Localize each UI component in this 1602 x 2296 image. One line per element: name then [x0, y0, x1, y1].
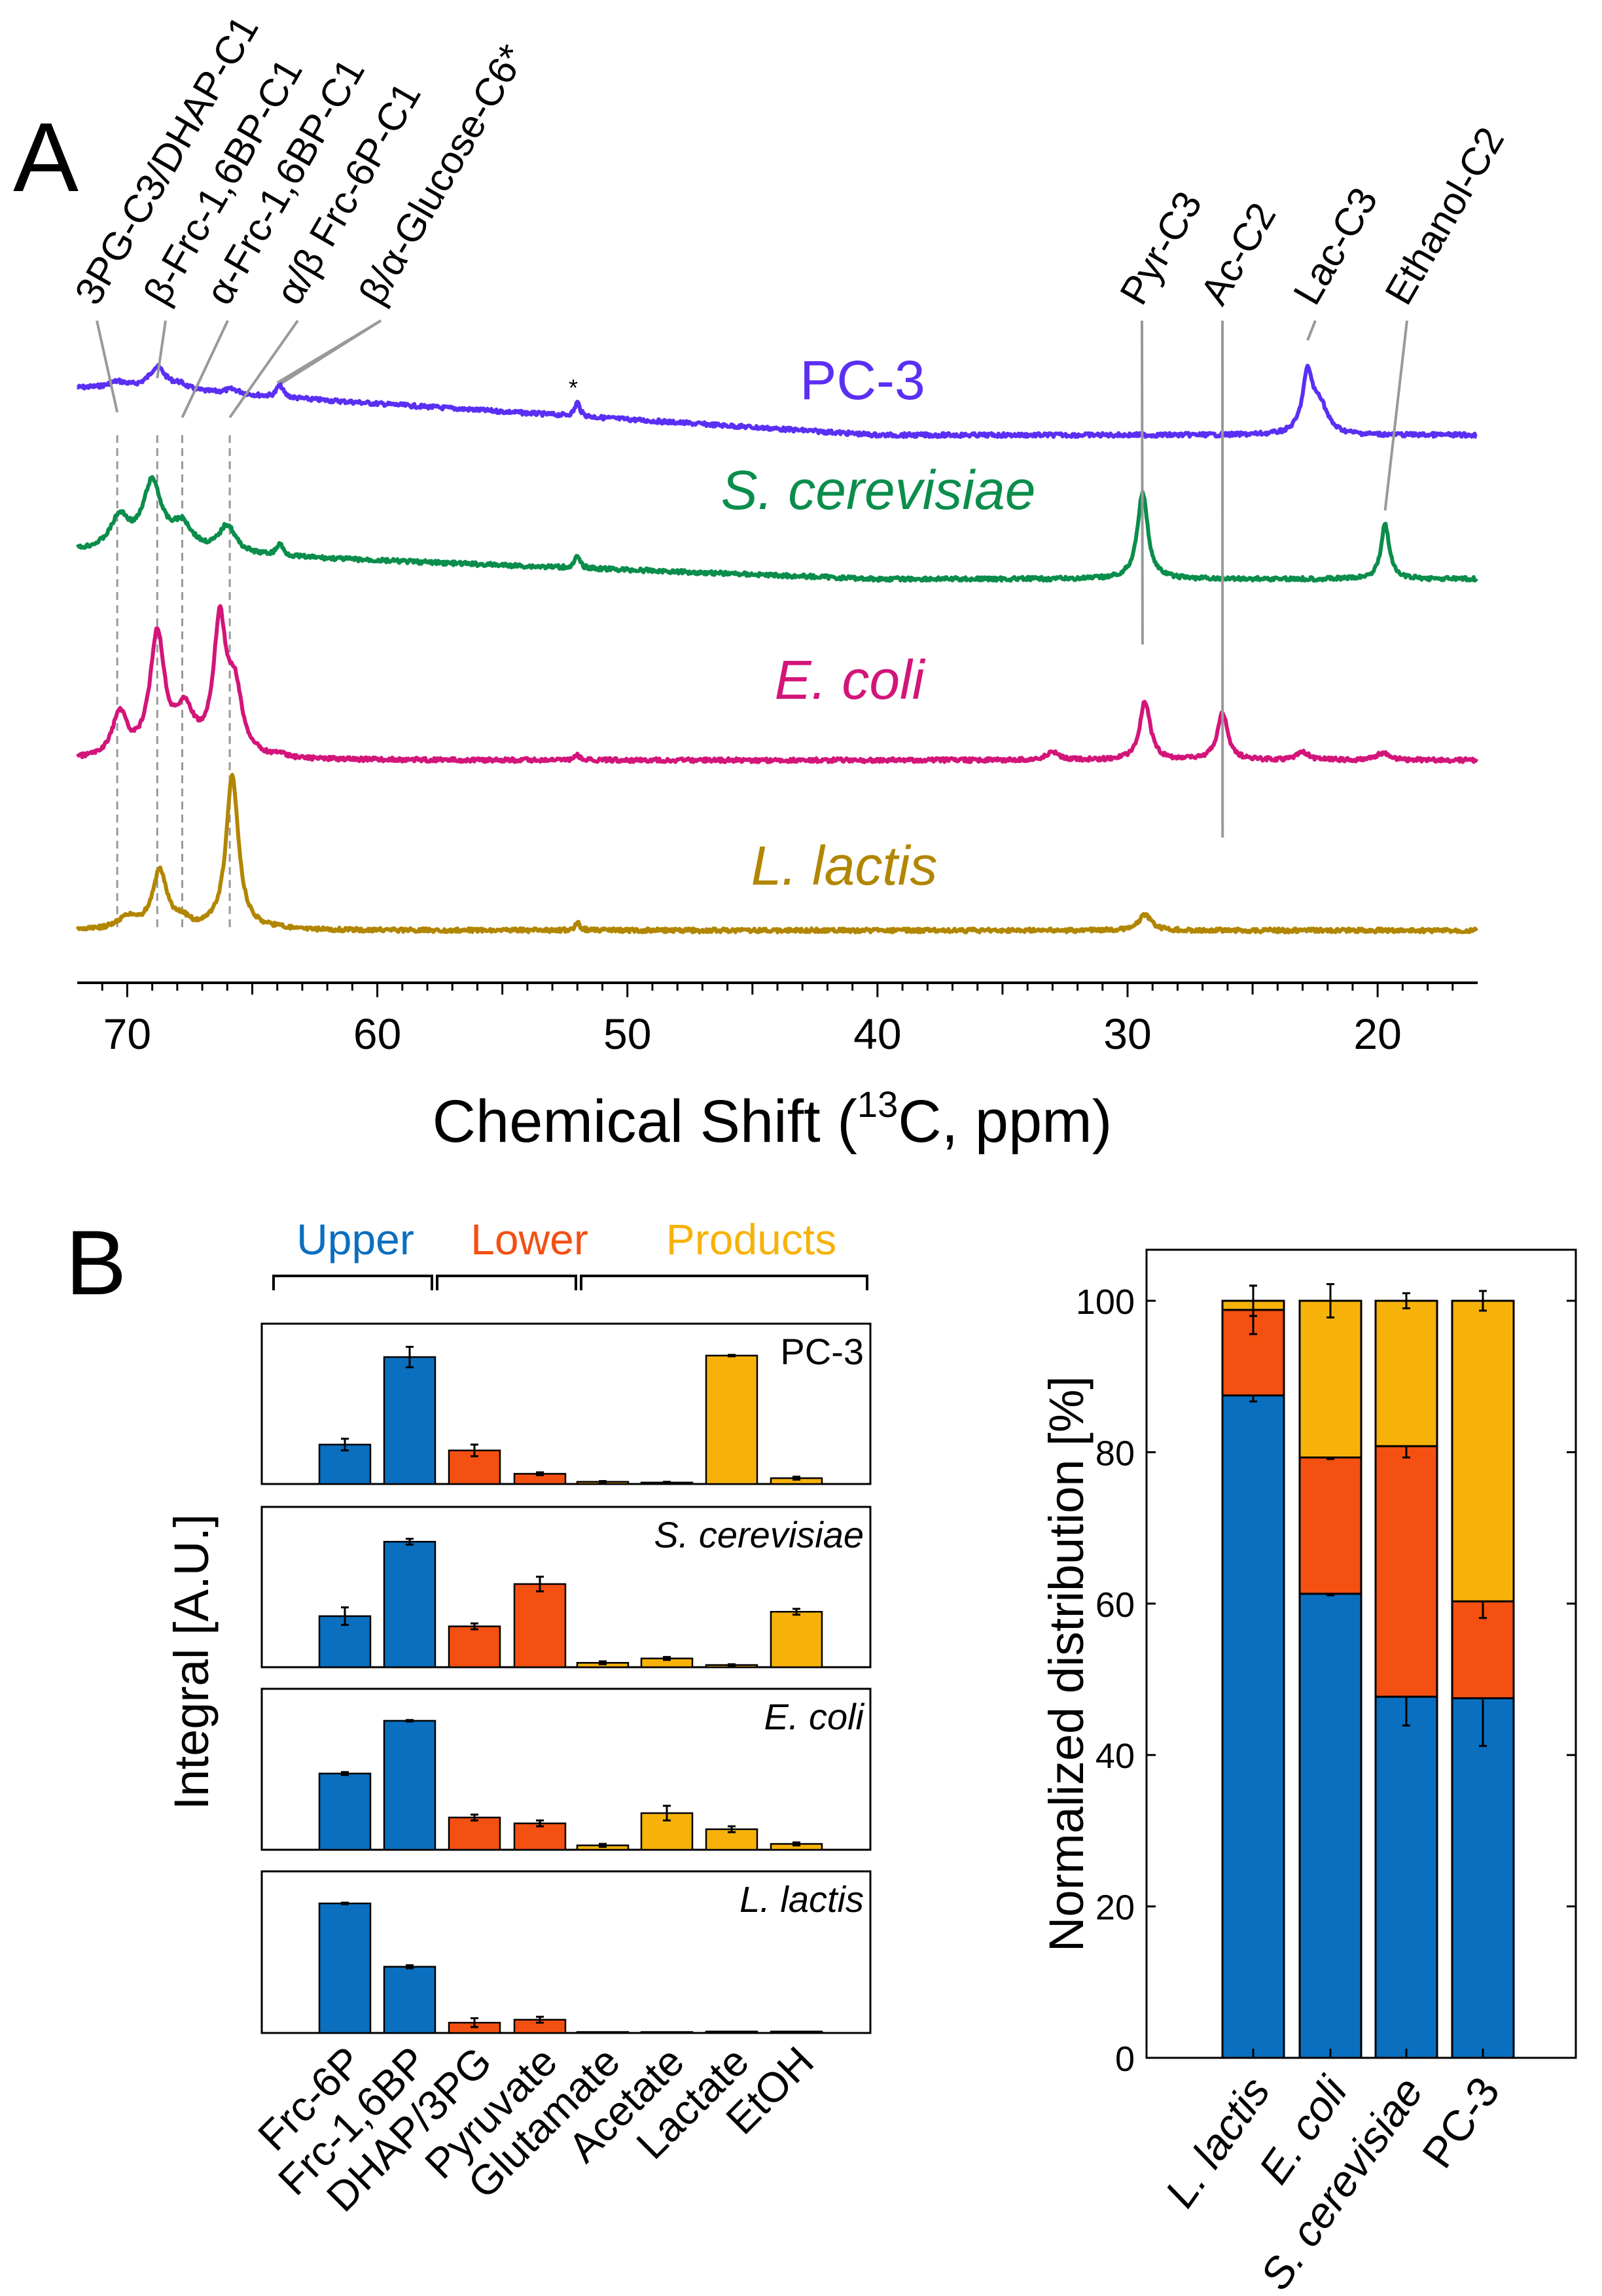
- organism-labels: PC-3 S. cerevisiae E. coli L. lactis: [721, 349, 1036, 896]
- organism-label-s-cerevisiae: S. cerevisiae: [721, 459, 1036, 521]
- organism-label-l-lactis: L. lactis: [751, 835, 938, 896]
- bar-pyruvate: [513, 1583, 567, 1669]
- y-tick-label: 0: [1115, 2040, 1135, 2079]
- bar-acetate: [640, 2031, 694, 2034]
- ppm-tick-label: 60: [353, 1010, 401, 1058]
- stacked-bar-e-coli-upper: [1298, 1593, 1362, 2059]
- bar-frc-1-6bp: [383, 1356, 436, 1485]
- spectrum-line-s-cerevisiae: [75, 475, 1478, 583]
- y-tick-label: 40: [1095, 1737, 1135, 1776]
- nmr-spectra: [75, 362, 1479, 934]
- panel-a-label: A: [13, 102, 79, 212]
- leader-line-frc-1-6bp-c1: [181, 320, 229, 418]
- bar-frc-1-6bp: [383, 1966, 436, 2034]
- ppm-axis-title: Chemical Shift (13C, ppm): [433, 1084, 1112, 1155]
- y-tick-label: 60: [1095, 1585, 1135, 1625]
- bar-pyruvate: [513, 1822, 567, 1851]
- asterisk-marker: *: [569, 374, 578, 401]
- bar-etoh: [770, 2030, 823, 2034]
- distribution-axis-title: Normalized distribution [%]: [1039, 1376, 1094, 1952]
- ppm-tick-label: 70: [103, 1010, 151, 1058]
- spectrum-line-e-coli: [76, 604, 1479, 764]
- metabolite-category-labels: Frc-6PFrc-1,6BPDHAP/3PGPyruvateGlutamate…: [249, 2038, 823, 2221]
- stacked-bar-l-lactis-upper: [1221, 1394, 1285, 2059]
- bar-dhap-3pg: [448, 1816, 501, 1851]
- integral-subpanels: PC-3 S. cerevisiae E. coli L. lactis: [260, 1322, 872, 2034]
- leader-line-glucose-second: [281, 319, 382, 384]
- leader-line-pyr-c3: [1141, 320, 1144, 645]
- peak-label-ethanol-c2: Ethanol-C2: [1376, 120, 1512, 311]
- category-label-pc-3: PC-3: [1413, 2068, 1509, 2177]
- leader-line-ethanol-c2: [1383, 320, 1408, 511]
- integral-subpanel-e-coli: E. coli: [260, 1687, 872, 1851]
- bar-frc-6p: [318, 1902, 372, 2034]
- integral-subpanel-pc-3: PC-3: [260, 1322, 872, 1485]
- panel-a-spectra: A 3PG-C3/DHAP-C1β-Frc-1,6BP-C1α-Frc-1,6B…: [13, 9, 1512, 1155]
- peak-leader-lines: [96, 319, 1408, 838]
- group-bracket-products: [580, 1275, 868, 1290]
- group-label-lower: Lower: [471, 1215, 588, 1263]
- bar-lactate: [705, 2030, 758, 2034]
- group-bracket-upper: [272, 1275, 433, 1290]
- bar-frc-1-6bp: [383, 1720, 436, 1851]
- group-label-products: Products: [666, 1215, 836, 1263]
- ppm-tick-label: 20: [1353, 1010, 1401, 1058]
- ppm-axis: 70 60 50 40 30 20: [77, 981, 1478, 1058]
- integral-subpanel-l-lactis: L. lactis: [260, 1870, 872, 2034]
- bar-glutamate: [576, 2031, 630, 2034]
- stacked-bar-e-coli-lower: [1298, 1456, 1362, 1595]
- ppm-tick-label: 30: [1103, 1010, 1151, 1058]
- peak-labels: 3PG-C3/DHAP-C1β-Frc-1,6BP-C1α-Frc-1,6BP-…: [66, 9, 1512, 312]
- stacked-bar-pc-3-products: [1451, 1299, 1515, 1602]
- bar-frc-1-6bp: [383, 1540, 436, 1669]
- integral-axis-title: Integral [A.U.]: [164, 1514, 219, 1810]
- leader-line-3pg-c3-dhap-c1: [96, 320, 119, 413]
- bar-frc-6p: [318, 1773, 372, 1851]
- group-bracket-lower: [436, 1275, 577, 1290]
- panel-b-label: B: [65, 1211, 126, 1314]
- y-tick-label: 80: [1095, 1434, 1135, 1473]
- peak-label-lac-c3: Lac-C3: [1285, 180, 1386, 311]
- subpanel-label-pc-3: PC-3: [780, 1331, 864, 1372]
- leader-line-lac-c3: [1306, 320, 1317, 341]
- stacked-bar-s-cerevisiae-lower: [1374, 1445, 1438, 1698]
- spectrum-line-pc-3: [76, 362, 1478, 439]
- stacked-bar-pc-3-upper: [1451, 1697, 1515, 2059]
- integral-subpanel-s-cerevisiae: S. cerevisiae: [260, 1506, 872, 1669]
- organism-label-e-coli: E. coli: [775, 649, 926, 711]
- category-label-l-lactis: L. lactis: [1156, 2068, 1279, 2216]
- spectrum-line-l-lactis: [75, 773, 1479, 934]
- stacked-bar-e-coli-products: [1298, 1299, 1362, 1458]
- leader-line-frc-6p-c1: [228, 319, 299, 419]
- organism-label-pc-3: PC-3: [800, 349, 925, 411]
- ppm-tick-label: 50: [603, 1010, 651, 1058]
- subpanel-label-s-cerevisiae: S. cerevisiae: [654, 1514, 864, 1555]
- group-label-upper: Upper: [296, 1215, 414, 1263]
- stacked-bar-s-cerevisiae-products: [1374, 1299, 1438, 1447]
- subpanel-label-e-coli: E. coli: [764, 1696, 865, 1737]
- leader-line-frc-1-6bp-c1: [156, 320, 167, 379]
- metabolite-group-brackets: Upper Lower Products: [272, 1215, 868, 1290]
- bar-etoh: [770, 1611, 823, 1669]
- bar-lactate: [705, 1354, 758, 1485]
- y-tick-label: 20: [1095, 1888, 1135, 1928]
- stacked-bar-s-cerevisiae-upper: [1374, 1695, 1438, 2059]
- subpanel-label-l-lactis: L. lactis: [739, 1879, 864, 1920]
- y-tick-label: 100: [1076, 1282, 1135, 1322]
- bar-dhap-3pg: [448, 1625, 501, 1669]
- ppm-tick-label: 40: [853, 1010, 901, 1058]
- panel-b-integrals: B Upper Lower Products PC-3 S. cerevisiae E.…: [65, 1211, 872, 2221]
